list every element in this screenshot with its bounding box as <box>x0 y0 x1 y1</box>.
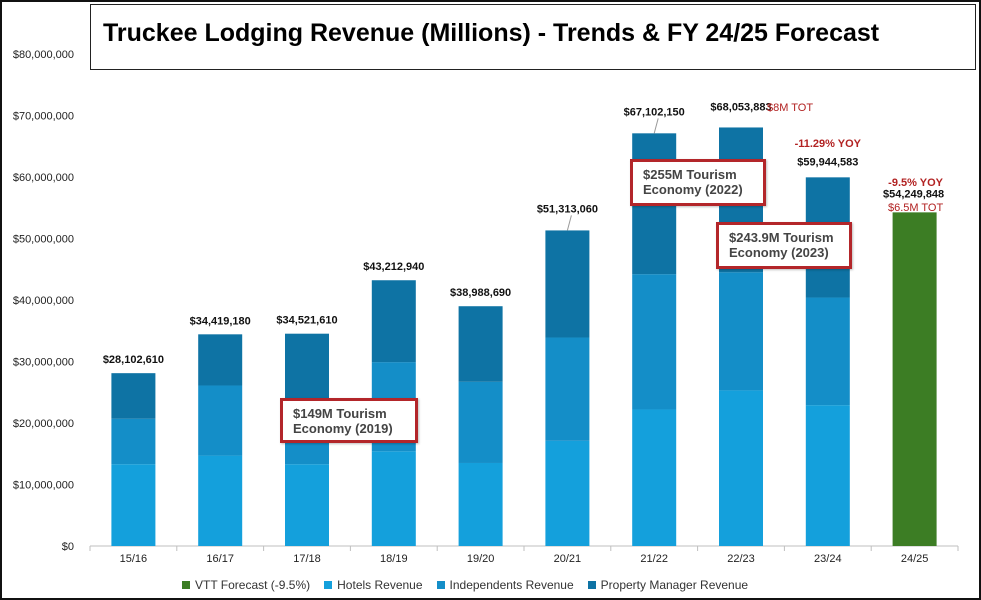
bar-independents-revenue <box>632 274 677 410</box>
x-tick-label: 20/21 <box>554 553 582 565</box>
legend-label: VTT Forecast (-9.5%) <box>195 578 311 592</box>
x-tick-label: 24/25 <box>901 553 929 565</box>
legend-swatch <box>436 581 445 589</box>
bar-independents-revenue <box>805 297 850 406</box>
legend-label: Property Manager Revenue <box>600 578 749 592</box>
legend-swatch <box>587 581 596 589</box>
chart-title-box: Truckee Lodging Revenue (Millions) - Tre… <box>90 4 976 70</box>
bar-independents-revenue <box>545 337 590 441</box>
y-tick-label: $50,000,000 <box>13 234 74 246</box>
bar-vtt-forecast-9-5 <box>892 212 937 546</box>
x-tick-label: 21/22 <box>640 553 668 565</box>
annotation-yoy-2324: -11.29% YOY <box>795 138 862 150</box>
x-tick-label: 16/17 <box>206 553 234 565</box>
callout-2019-line1: $149M Tourism <box>293 406 387 421</box>
legend-label: Hotels Revenue <box>337 578 423 592</box>
x-tick-label: 23/24 <box>814 553 842 565</box>
legend-item: Independents Revenue <box>436 578 574 592</box>
y-tick-label: $40,000,000 <box>13 295 74 307</box>
bar-property-manager-revenue <box>371 280 416 363</box>
bar-independents-revenue <box>111 418 156 465</box>
bar-property-manager-revenue <box>198 334 243 386</box>
bar-total-label: $59,944,583 <box>797 156 858 168</box>
y-tick-label: $0 <box>62 541 74 553</box>
callout-2022: $255M Tourism Economy (2022) <box>630 159 766 206</box>
x-tick-label: 19/20 <box>467 553 495 565</box>
bar-independents-revenue <box>458 381 503 463</box>
bar-total-label: $51,313,060 <box>537 203 598 215</box>
callout-2019-line2: Economy (2019) <box>293 421 393 436</box>
x-tick-label: 17/18 <box>293 553 321 565</box>
bar-hotels-revenue <box>719 390 763 546</box>
chart-title: Truckee Lodging Revenue (Millions) - Tre… <box>103 19 880 47</box>
bar-hotels-revenue <box>805 405 850 546</box>
bar-total-label: $43,212,940 <box>363 261 424 273</box>
legend-label: Independents Revenue <box>449 578 574 592</box>
label-leader-line <box>566 215 572 231</box>
callout-2023-line1: $243.9M Tourism <box>729 230 834 245</box>
bar-hotels-revenue <box>632 409 677 546</box>
bar-hotels-revenue <box>285 464 329 546</box>
bar-total-label: $54,249,848 <box>883 188 944 200</box>
bar-hotels-revenue <box>198 455 243 546</box>
legend-item: Property Manager Revenue <box>587 578 749 592</box>
x-tick-label: 15/16 <box>120 553 148 565</box>
bar-total-label: $67,102,150 <box>624 106 685 118</box>
bar-independents-revenue <box>198 385 243 456</box>
y-tick-label: $60,000,000 <box>13 172 74 184</box>
bar-independents-revenue <box>719 272 763 391</box>
callout-2023-line2: Economy (2023) <box>729 245 829 260</box>
bar-total-label: $34,521,610 <box>276 315 337 327</box>
bar-total-label: $28,102,610 <box>103 354 164 366</box>
bar-property-manager-revenue <box>545 230 590 338</box>
callout-2022-line2: Economy (2022) <box>643 182 743 197</box>
y-tick-label: $10,000,000 <box>13 480 74 492</box>
bar-hotels-revenue <box>371 451 416 546</box>
callout-2019: $149M Tourism Economy (2019) <box>280 398 418 443</box>
y-tick-label: $30,000,000 <box>13 357 74 369</box>
legend: VTT Forecast (-9.5%) Hotels Revenue Indepe… <box>182 578 748 592</box>
annotation-tot-2425: $6.5M TOT <box>888 202 944 214</box>
callout-2023: $243.9M Tourism Economy (2023) <box>716 222 852 269</box>
bar-total-label: $38,988,690 <box>450 287 511 299</box>
y-tick-label: $20,000,000 <box>13 418 74 430</box>
bar-total-label: $34,419,180 <box>190 315 251 327</box>
y-tick-label: $80,000,000 <box>13 49 74 61</box>
label-leader-line <box>653 118 659 134</box>
legend-item: Hotels Revenue <box>324 578 423 592</box>
bar-hotels-revenue <box>458 462 503 546</box>
bar-hotels-revenue <box>111 464 156 546</box>
callout-2022-line1: $255M Tourism <box>643 167 737 182</box>
y-tick-label: $70,000,000 <box>13 111 74 123</box>
legend-swatch <box>182 581 190 589</box>
annotation-yoy-2425: -9.5% YOY <box>888 177 943 189</box>
legend-swatch <box>324 581 333 589</box>
annotation-tot-2223: $8M TOT <box>767 102 813 114</box>
bar-total-label: $68,053,883 <box>710 101 771 113</box>
bar-property-manager-revenue <box>458 306 503 382</box>
x-tick-label: 22/23 <box>727 553 755 565</box>
bar-hotels-revenue <box>545 440 590 546</box>
legend-item: VTT Forecast (-9.5%) <box>182 578 310 592</box>
bar-property-manager-revenue <box>111 373 156 419</box>
x-tick-label: 18/19 <box>380 553 408 565</box>
